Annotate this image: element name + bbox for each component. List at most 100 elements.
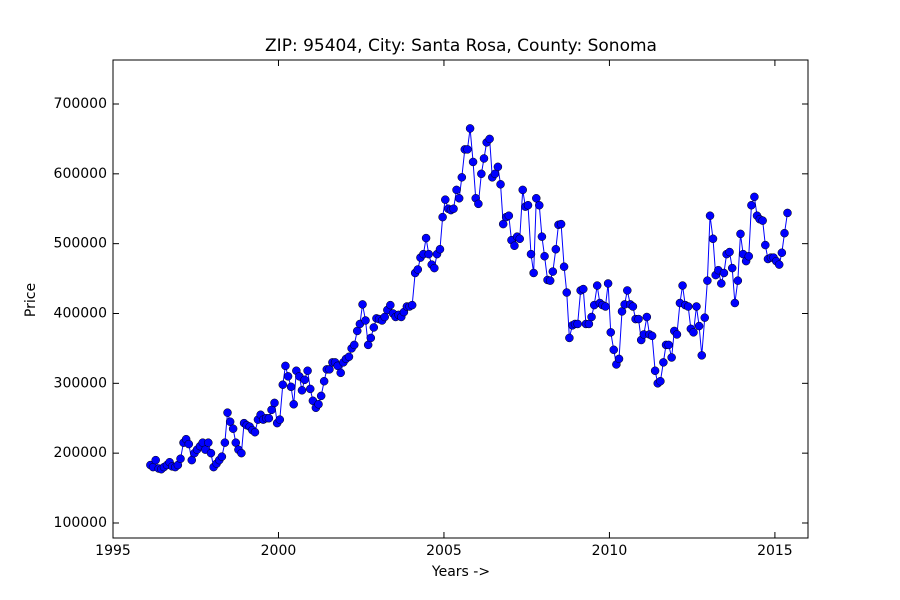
price-marker bbox=[556, 219, 566, 229]
price-marker bbox=[515, 234, 524, 244]
price-marker bbox=[449, 204, 458, 213]
price-marker bbox=[526, 249, 536, 259]
x-axis-label: Years -> bbox=[431, 564, 490, 580]
price-marker bbox=[700, 313, 709, 322]
price-marker bbox=[678, 281, 687, 290]
price-marker bbox=[454, 194, 464, 203]
price-marker bbox=[441, 195, 450, 204]
price-marker bbox=[780, 228, 789, 238]
price-marker bbox=[250, 427, 260, 437]
price-marker bbox=[774, 260, 784, 269]
price-marker bbox=[656, 376, 665, 386]
y-axis-label: Price bbox=[23, 283, 39, 317]
price-marker bbox=[647, 331, 657, 341]
price-marker bbox=[468, 157, 478, 167]
price-marker bbox=[413, 265, 423, 274]
price-marker bbox=[438, 212, 447, 222]
x-tick-label: 2000 bbox=[261, 543, 297, 559]
price-marker bbox=[692, 302, 701, 311]
y-tick-label: 600000 bbox=[54, 166, 107, 182]
price-marker bbox=[523, 201, 533, 210]
price-marker bbox=[275, 415, 285, 424]
price-marker bbox=[664, 340, 673, 350]
price-marker bbox=[430, 263, 439, 273]
price-marker bbox=[510, 241, 519, 251]
price-marker bbox=[545, 276, 555, 285]
price-marker bbox=[479, 154, 489, 163]
price-marker bbox=[270, 398, 279, 408]
price-marker bbox=[650, 366, 660, 376]
price-marker bbox=[361, 316, 370, 325]
price-marker bbox=[457, 173, 467, 182]
price-marker bbox=[551, 244, 561, 254]
price-marker bbox=[535, 201, 544, 210]
price-marker bbox=[176, 454, 185, 463]
price-marker bbox=[667, 353, 676, 362]
price-marker bbox=[694, 321, 704, 331]
price-marker bbox=[733, 276, 743, 285]
price-marker bbox=[659, 358, 668, 367]
price-marker bbox=[603, 279, 613, 288]
price-marker bbox=[697, 351, 707, 360]
price-marker bbox=[689, 328, 698, 337]
price-marker bbox=[540, 251, 549, 261]
price-marker bbox=[628, 302, 638, 311]
price-marker bbox=[217, 452, 227, 461]
x-tick-label: 2015 bbox=[757, 543, 793, 559]
price-marker bbox=[278, 380, 288, 389]
price-marker bbox=[303, 366, 312, 376]
price-marker bbox=[314, 400, 323, 409]
price-marker bbox=[485, 134, 494, 144]
price-marker bbox=[474, 199, 483, 209]
price-marker bbox=[529, 268, 538, 278]
price-marker bbox=[300, 375, 309, 385]
price-marker bbox=[336, 368, 345, 378]
price-marker bbox=[614, 354, 624, 364]
price-marker bbox=[642, 312, 652, 322]
price-marker bbox=[703, 276, 712, 285]
y-tick-label: 700000 bbox=[54, 96, 107, 112]
price-marker bbox=[305, 384, 315, 394]
price-marker bbox=[281, 361, 290, 371]
price-marker bbox=[601, 302, 610, 311]
price-marker bbox=[783, 208, 792, 218]
price-marker bbox=[366, 333, 376, 343]
price-marker bbox=[477, 169, 486, 179]
price-marker bbox=[407, 300, 417, 310]
y-tick-label: 300000 bbox=[54, 375, 107, 391]
price-marker bbox=[727, 263, 737, 273]
price-marker bbox=[421, 233, 431, 243]
price-marker bbox=[579, 284, 588, 294]
price-marker bbox=[319, 376, 329, 386]
price-marker bbox=[708, 234, 718, 244]
price-marker bbox=[386, 300, 395, 310]
y-tick-label: 500000 bbox=[54, 236, 107, 252]
price-marker bbox=[750, 192, 759, 202]
chart-title: ZIP: 95404, City: Santa Rosa, County: So… bbox=[265, 36, 657, 56]
price-marker bbox=[465, 124, 475, 133]
price-marker bbox=[264, 413, 274, 423]
price-marker bbox=[358, 300, 367, 309]
price-marker bbox=[435, 244, 445, 254]
price-marker bbox=[717, 279, 726, 288]
price-marker bbox=[204, 438, 213, 447]
price-marker bbox=[587, 312, 596, 322]
price-marker bbox=[206, 448, 216, 458]
price-marker bbox=[592, 281, 602, 290]
price-line bbox=[150, 128, 788, 470]
y-tick-label: 200000 bbox=[54, 445, 107, 461]
price-marker bbox=[424, 249, 433, 259]
price-marker bbox=[452, 185, 461, 195]
price-marker bbox=[220, 438, 230, 447]
x-tick-label: 2005 bbox=[426, 543, 462, 559]
price-marker bbox=[537, 232, 547, 241]
price-marker bbox=[606, 328, 616, 337]
y-tick-label: 400000 bbox=[54, 305, 107, 321]
price-marker bbox=[705, 211, 715, 220]
price-marker bbox=[725, 247, 734, 257]
price-marker bbox=[565, 333, 574, 343]
price-marker bbox=[237, 448, 246, 458]
price-marker bbox=[369, 323, 379, 332]
x-tick-label: 2010 bbox=[592, 543, 628, 559]
price-marker bbox=[777, 248, 787, 257]
